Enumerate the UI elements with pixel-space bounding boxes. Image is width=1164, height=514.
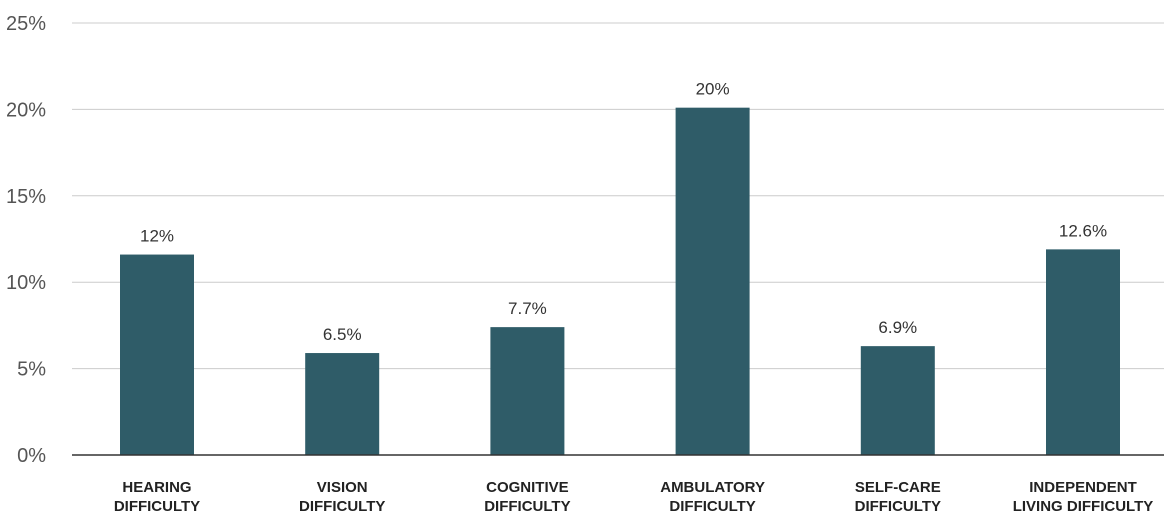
y-tick-label: 15%: [6, 186, 46, 208]
category-label-line: DIFFICULTY: [669, 498, 755, 514]
category-label: SELF-CARE DIFFICULTY: [855, 479, 941, 514]
category-label: VISION DIFFICULTY: [299, 479, 385, 514]
category-label-line: AMBULATORY: [660, 479, 765, 496]
category-label-line: COGNITIVE: [486, 479, 569, 496]
y-tick-label: 10%: [6, 272, 46, 294]
bar: [120, 254, 194, 455]
category-label-line: DIFFICULTY: [114, 498, 200, 514]
category-label-line: HEARING: [122, 479, 191, 496]
category-label: INDEPENDENT LIVING DIFFICULTY: [1013, 479, 1154, 514]
y-tick-label: 5%: [17, 359, 46, 381]
data-label: 12.6%: [1059, 221, 1107, 240]
data-label: 20%: [696, 80, 730, 99]
data-label: 12%: [140, 227, 174, 246]
data-label: 6.5%: [323, 325, 362, 344]
category-label-line: DIFFICULTY: [484, 498, 570, 514]
data-labels: 12% 6.5% 7.7% 20% 6.9% 12.6%: [140, 80, 1107, 344]
category-label-line: DIFFICULTY: [855, 498, 941, 514]
data-label: 7.7%: [508, 299, 547, 318]
bar: [305, 353, 380, 455]
y-axis-tick-labels: 0% 5% 10% 15% 20% 25%: [6, 13, 46, 467]
gridlines: [72, 22, 1164, 370]
category-label-line: VISION: [317, 479, 368, 496]
category-label-line: DIFFICULTY: [299, 498, 385, 514]
category-label: HEARING DIFFICULTY: [114, 479, 200, 514]
y-tick-label: 25%: [6, 13, 46, 35]
y-tick-label: 0%: [17, 445, 46, 467]
y-tick-label: 20%: [6, 99, 46, 121]
category-label-line: LIVING DIFFICULTY: [1013, 498, 1154, 514]
category-label-line: INDEPENDENT: [1029, 479, 1137, 496]
bar: [860, 346, 935, 455]
category-label: COGNITIVE DIFFICULTY: [484, 479, 570, 514]
data-label: 6.9%: [878, 318, 917, 337]
bar: [675, 107, 750, 455]
bars: [120, 107, 1120, 455]
category-label-line: SELF-CARE: [855, 479, 941, 496]
bar: [490, 327, 565, 455]
bar: [1046, 249, 1120, 455]
category-label: AMBULATORY DIFFICULTY: [660, 479, 765, 514]
